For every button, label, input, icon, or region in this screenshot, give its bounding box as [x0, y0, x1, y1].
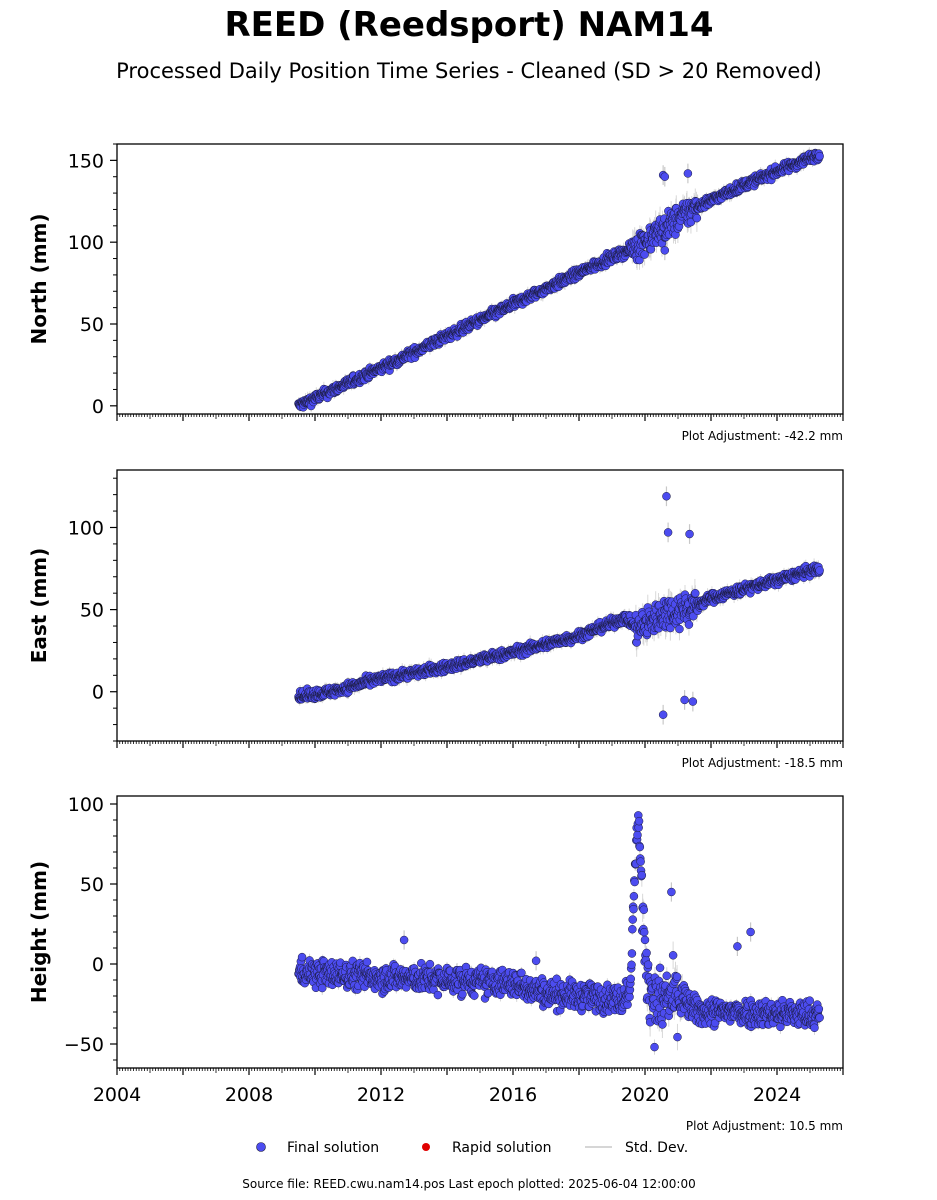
north-point [640, 250, 649, 259]
north-plot-adjustment: Plot Adjustment: -42.2 mm [682, 429, 843, 443]
east-points [294, 492, 824, 719]
north-outlier-point [683, 169, 693, 178]
north-ytick-label: 0 [92, 396, 104, 418]
north-points [294, 148, 824, 412]
north-outlier-point [660, 172, 670, 181]
north-ytick-label: 50 [80, 314, 104, 336]
north-point [692, 213, 702, 223]
east-std-dev-bars [298, 486, 821, 725]
chart-title: REED (Reedsport) NAM14 [224, 5, 713, 45]
chart-subtitle: Processed Daily Position Time Series - C… [116, 59, 822, 83]
north-outlier-point [660, 246, 670, 255]
north-point [815, 151, 824, 161]
north-ytick-label: 150 [68, 150, 104, 172]
north-ytick-label: 100 [68, 232, 104, 254]
north-ylabel: North (mm) [27, 213, 51, 344]
north-panel: 0 50 100 150 North (mm) Plot Adjustment: -42.… [27, 143, 844, 443]
